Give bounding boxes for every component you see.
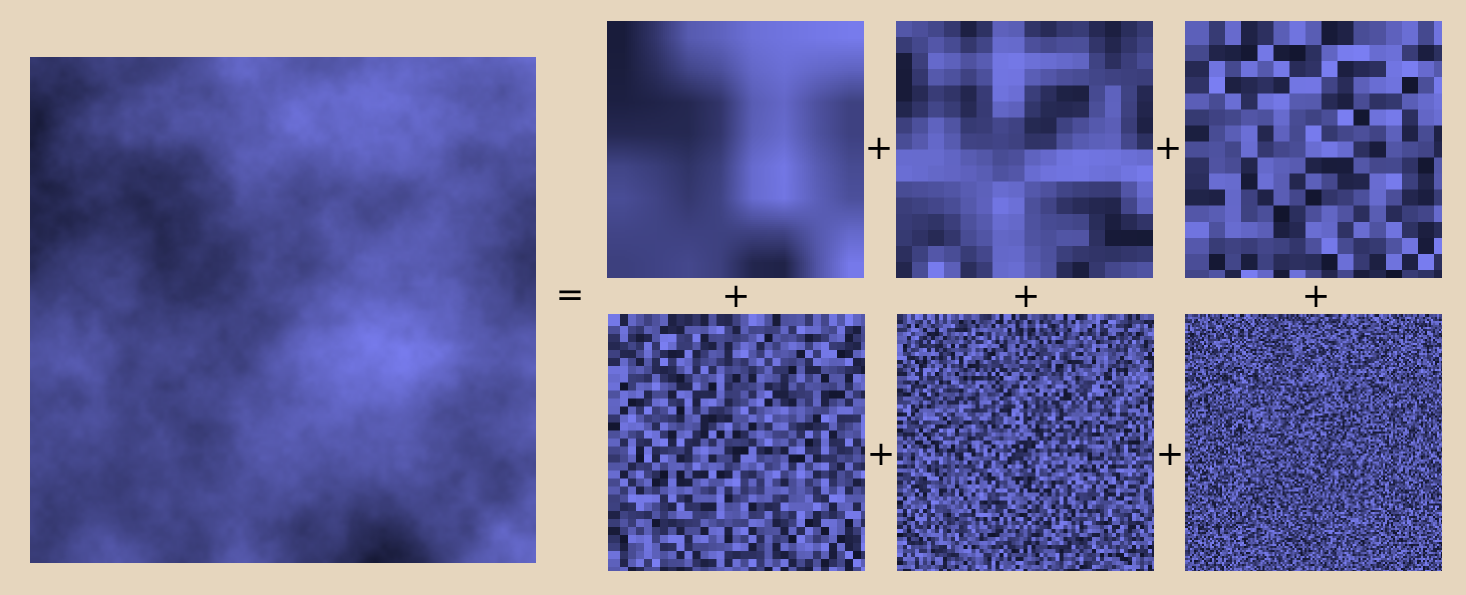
octave-2-noise-image — [896, 21, 1153, 278]
equals-sign: = — [555, 275, 585, 315]
octave-6-noise-image — [1185, 314, 1442, 571]
octave-4-noise-image — [608, 314, 865, 571]
plus-sign-6: + — [866, 434, 896, 474]
plus-sign-7: + — [1155, 434, 1185, 474]
plus-sign-4: + — [1011, 276, 1041, 316]
plus-sign-5: + — [1301, 276, 1331, 316]
octave-1-noise-image — [607, 21, 864, 278]
octave-5-noise-image — [897, 314, 1154, 571]
plus-sign-1: + — [864, 128, 894, 168]
plus-sign-2: + — [1153, 128, 1183, 168]
summed-noise-image — [30, 57, 536, 563]
plus-sign-3: + — [721, 276, 751, 316]
octave-3-noise-image — [1185, 21, 1442, 278]
